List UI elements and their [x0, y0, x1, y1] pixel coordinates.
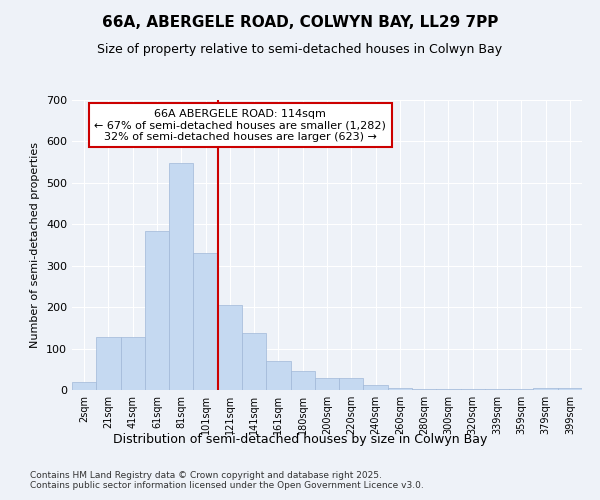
Bar — [412, 389, 436, 390]
Bar — [72, 382, 96, 390]
Bar — [436, 389, 461, 390]
Bar — [339, 378, 364, 390]
Bar — [193, 254, 218, 390]
Text: Contains HM Land Registry data © Crown copyright and database right 2025.
Contai: Contains HM Land Registry data © Crown c… — [30, 470, 424, 490]
Bar — [242, 333, 266, 390]
Y-axis label: Number of semi-detached properties: Number of semi-detached properties — [31, 142, 40, 348]
Bar — [509, 389, 533, 390]
Bar — [145, 230, 169, 390]
Bar — [364, 385, 388, 390]
Bar — [266, 361, 290, 390]
Bar — [461, 389, 485, 390]
Bar — [121, 337, 145, 390]
Bar — [169, 163, 193, 390]
Text: 66A, ABERGELE ROAD, COLWYN BAY, LL29 7PP: 66A, ABERGELE ROAD, COLWYN BAY, LL29 7PP — [102, 15, 498, 30]
Bar — [315, 378, 339, 390]
Bar — [388, 388, 412, 390]
Bar — [485, 389, 509, 390]
Text: 66A ABERGELE ROAD: 114sqm
← 67% of semi-detached houses are smaller (1,282)
32% : 66A ABERGELE ROAD: 114sqm ← 67% of semi-… — [94, 108, 386, 142]
Text: Distribution of semi-detached houses by size in Colwyn Bay: Distribution of semi-detached houses by … — [113, 432, 487, 446]
Text: Size of property relative to semi-detached houses in Colwyn Bay: Size of property relative to semi-detach… — [97, 42, 503, 56]
Bar — [218, 305, 242, 390]
Bar — [533, 388, 558, 390]
Bar — [96, 337, 121, 390]
Bar — [558, 388, 582, 390]
Bar — [290, 372, 315, 390]
